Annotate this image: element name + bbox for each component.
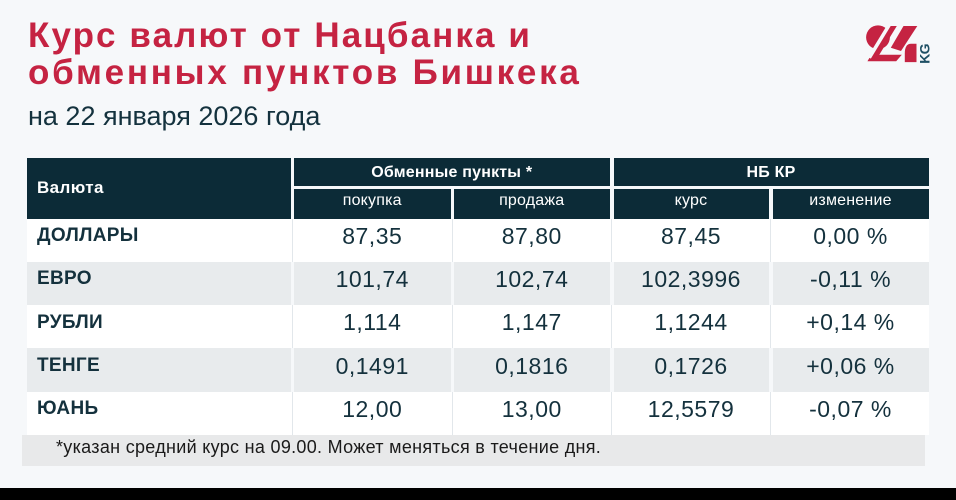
svg-text:KG: KG — [917, 43, 933, 63]
